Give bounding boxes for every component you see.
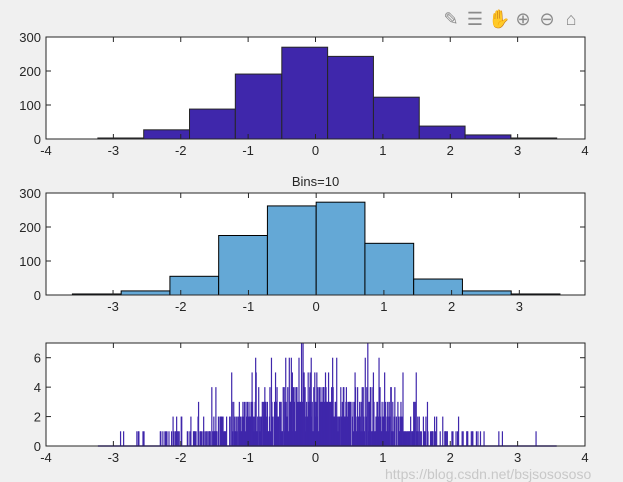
watermark: https://blog.csdn.net/bsjsosososo: [385, 466, 592, 482]
x-tick-label: 3: [514, 143, 521, 158]
axes-title: Bins=10: [292, 174, 339, 189]
x-tick-label: -4: [40, 450, 52, 465]
zoom-in-icon[interactable]: ⊕: [515, 9, 531, 29]
x-tick-label: 4: [581, 143, 588, 158]
pan-hand-icon[interactable]: ✋: [488, 9, 511, 29]
x-tick-label: -1: [243, 299, 255, 314]
x-tick-label: 0: [312, 143, 319, 158]
y-tick-label: 2: [34, 410, 41, 425]
y-tick-label: 300: [19, 30, 41, 45]
x-tick-label: -2: [175, 450, 187, 465]
x-tick-label: -1: [242, 143, 254, 158]
histogram-bar: [266, 205, 317, 296]
histogram-bar: [281, 46, 329, 140]
axes-3[interactable]: -4 -3 -2 -1 0 1 2 3 4 0 2 4 6: [34, 342, 589, 465]
x-tick-label: -2: [175, 143, 187, 158]
x-tick-label: -4: [40, 143, 52, 158]
x-tick-label: 1: [379, 450, 386, 465]
legend-icon[interactable]: ☰: [466, 9, 484, 29]
x-tick-label: 2: [448, 299, 455, 314]
y-tick-label: 100: [19, 98, 41, 113]
histogram-bar: [364, 242, 415, 296]
x-tick-label: 3: [514, 450, 521, 465]
home-icon[interactable]: ⌂: [565, 9, 577, 29]
x-tick-label: 1: [379, 143, 386, 158]
y-tick-label: 200: [19, 64, 41, 79]
x-tick-label: -1: [242, 450, 254, 465]
axes-2[interactable]: -3 -2 -1 0 1 2 3 0 100 200 300 Bins=10: [19, 174, 586, 314]
y-tick-label: 4: [34, 380, 41, 395]
edit-plot-icon[interactable]: ✎: [443, 9, 459, 29]
histogram-bar: [143, 129, 191, 140]
histogram-bar: [464, 134, 512, 140]
zoom-out-icon[interactable]: ⊖: [539, 9, 555, 29]
x-tick-label: 2: [447, 143, 454, 158]
histogram-bar: [234, 73, 283, 140]
histogram-bar: [327, 55, 374, 140]
histogram-bar: [315, 201, 366, 296]
histogram-bar: [413, 278, 463, 296]
x-tick-label: 0: [313, 299, 320, 314]
x-tick-label: -2: [175, 299, 187, 314]
x-tick-label: -3: [108, 143, 120, 158]
x-tick-label: 1: [380, 299, 387, 314]
y-tick-label: 0: [34, 439, 41, 454]
x-tick-label: 3: [516, 299, 523, 314]
histogram-bar: [372, 96, 420, 140]
axes-box: [45, 192, 586, 296]
figure-toolbar: ✎ ☰ ✋ ⊕ ⊖ ⌂: [440, 8, 582, 30]
y-tick-label: 0: [34, 288, 41, 303]
y-tick-label: 200: [19, 220, 41, 235]
y-tick-label: 0: [34, 132, 41, 147]
histogram-bar: [218, 235, 268, 296]
y-tick-label: 6: [34, 351, 41, 366]
histogram-bar: [120, 290, 171, 296]
x-tick-label: 4: [581, 450, 588, 465]
x-tick-label: -3: [107, 299, 119, 314]
x-tick-label: 0: [312, 450, 319, 465]
y-tick-label: 300: [19, 186, 41, 201]
histogram-bar: [169, 275, 220, 296]
histogram-bar: [461, 290, 512, 296]
x-tick-label: -3: [108, 450, 120, 465]
y-tick-label: 100: [19, 254, 41, 269]
histogram-bar: [189, 108, 236, 140]
axes-1[interactable]: -4 -3 -2 -1 0 1 2 3 4 0 100 200 300: [19, 30, 588, 158]
x-tick-label: 2: [447, 450, 454, 465]
histogram-bar: [418, 125, 466, 140]
